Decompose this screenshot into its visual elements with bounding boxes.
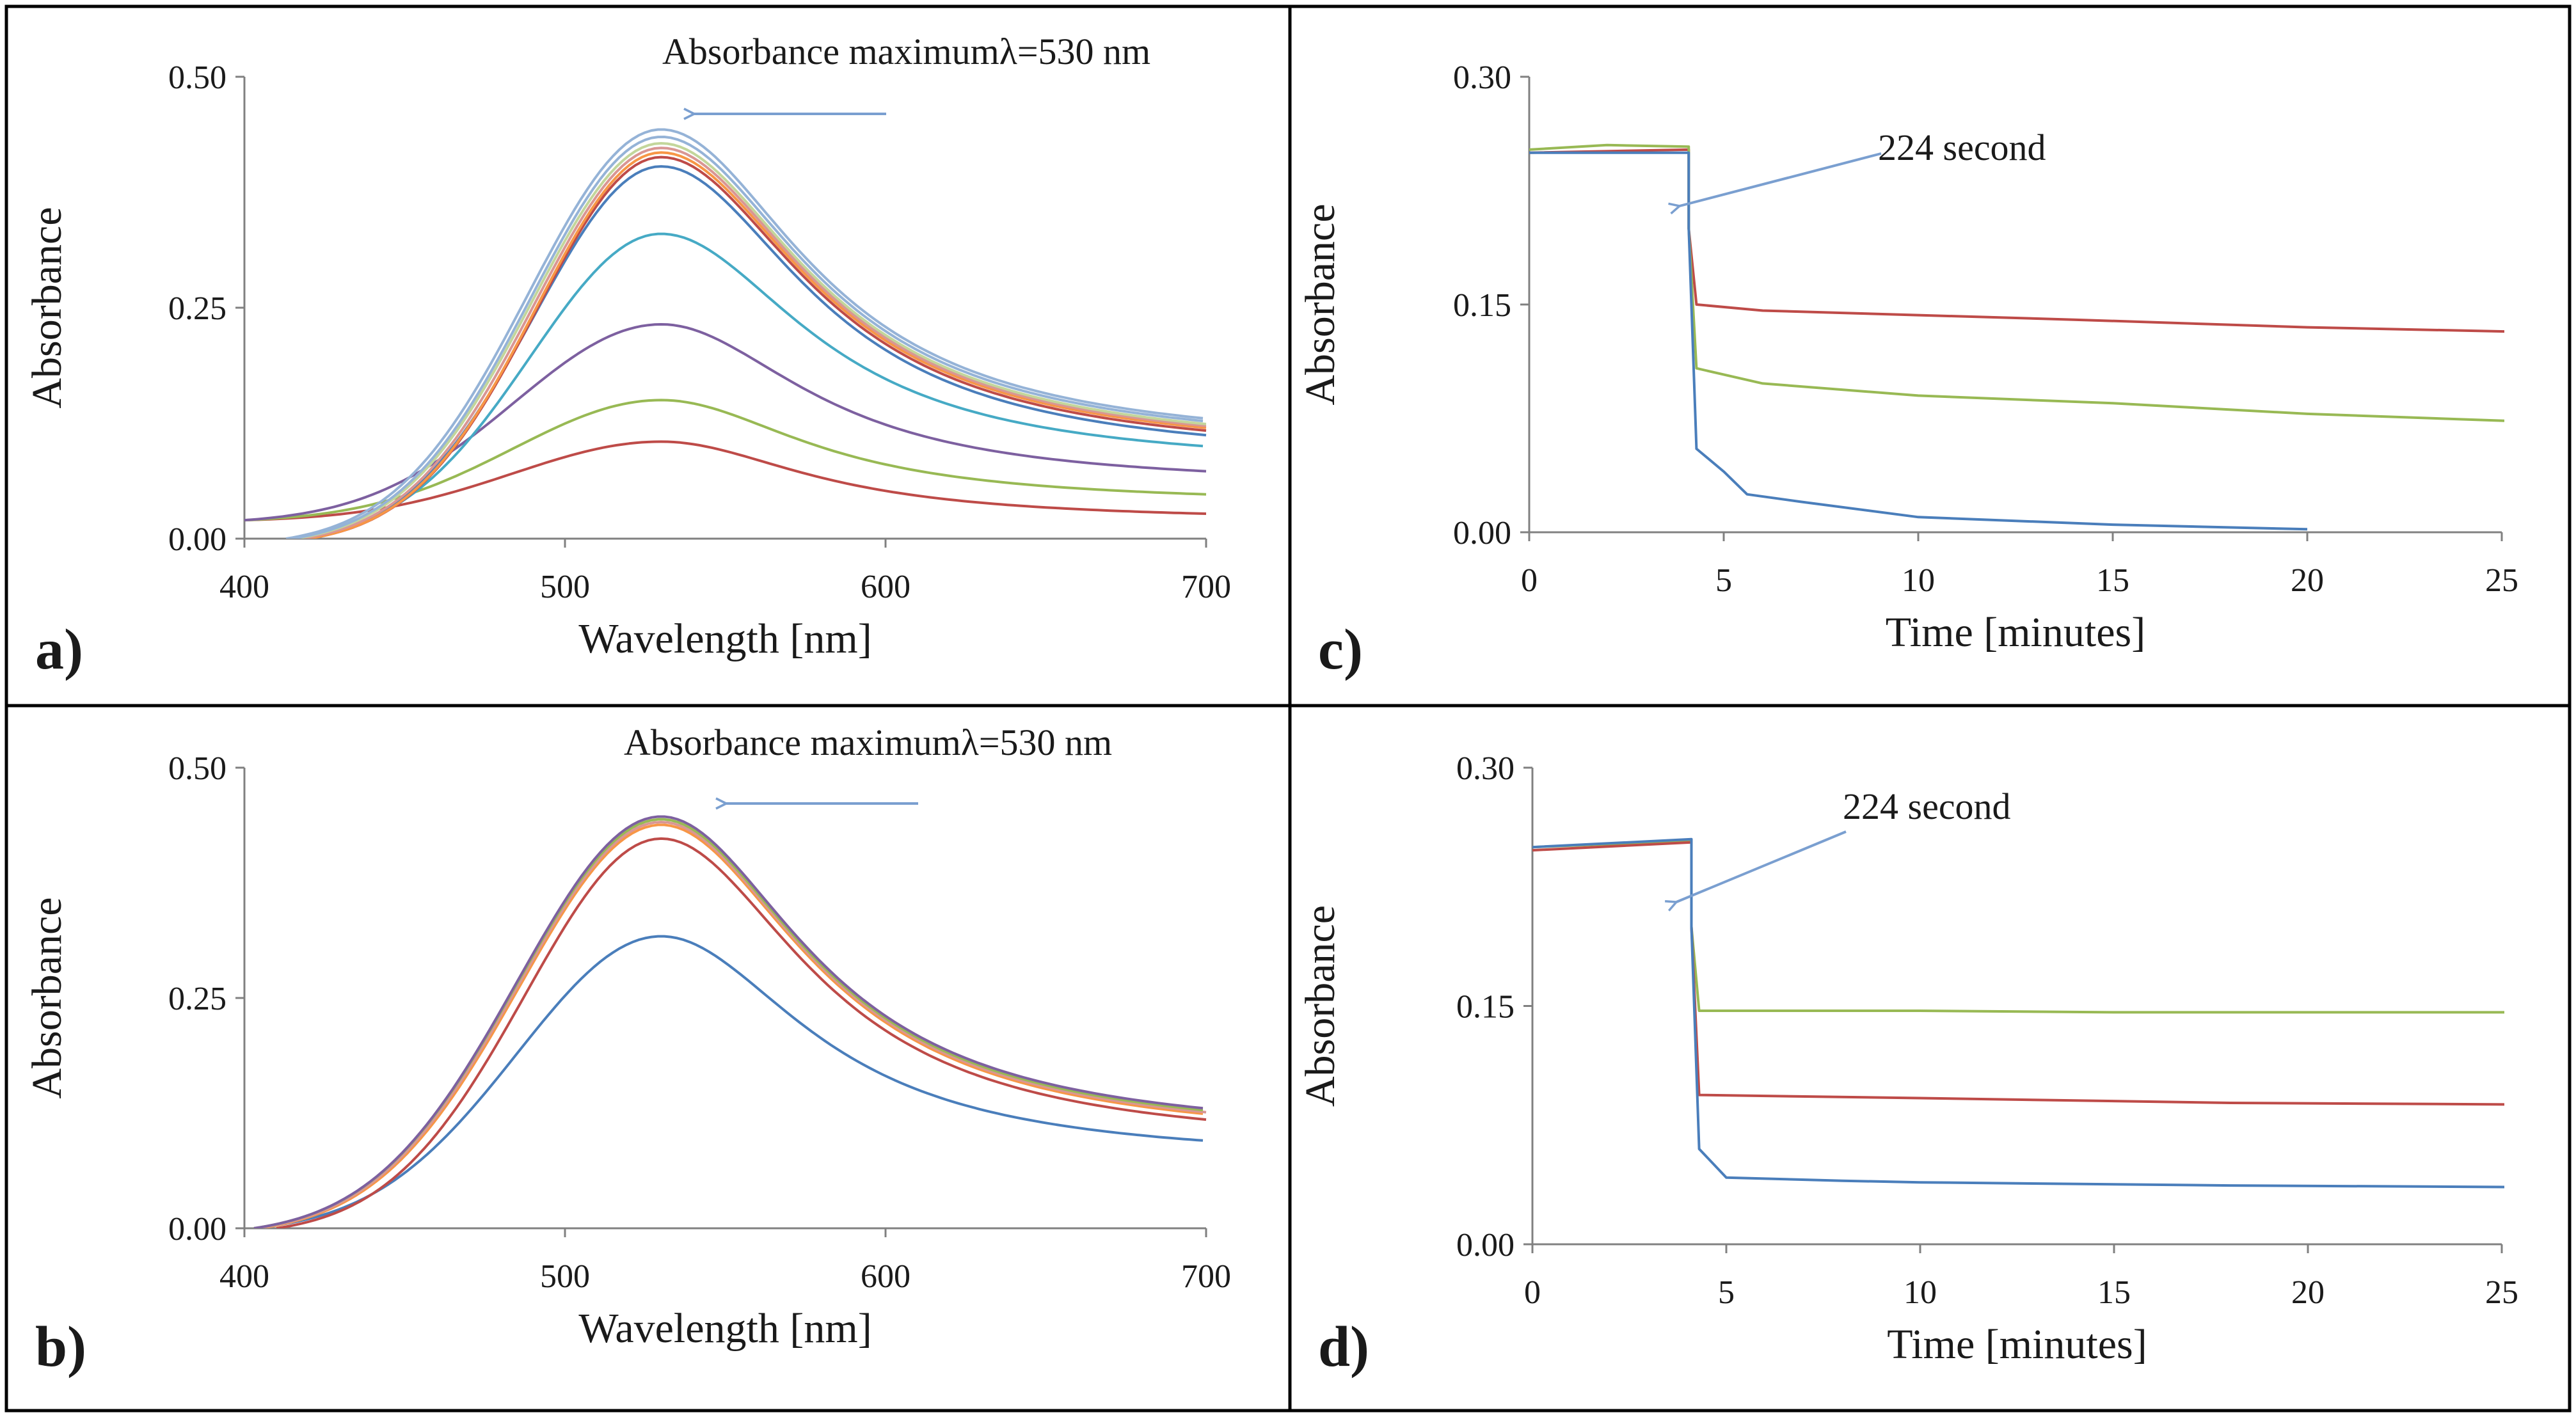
y-axis-title: Absorbance [1297, 905, 1344, 1107]
x-axis-title: Wavelength [nm] [578, 1305, 871, 1352]
series-line-s1 [253, 935, 1204, 1228]
x-tick-label: 700 [1181, 1258, 1231, 1295]
x-tick-label: 0 [1524, 1274, 1541, 1311]
y-tick-label: 0.50 [168, 59, 227, 96]
panel-label: c) [1318, 618, 1363, 681]
x-tick-label: 400 [219, 1258, 269, 1295]
chart-panel-b: 0.00 0.25 0.50 400 500 600 700 Wavelength [nm] A… [24, 722, 1231, 1379]
series-line-s4 [292, 232, 1204, 539]
series-group [244, 128, 1207, 539]
chart-panel-a: 0.00 0.25 0.50 400 500 600 700 Wavelength [nm] A… [24, 31, 1231, 681]
annotation-arrow [1676, 830, 1847, 902]
chart-panel-d: 0.00 0.15 0.30 0 5 10 15 20 25 Time [minutes] Abso… [1297, 750, 2518, 1379]
panel-label: a) [35, 618, 83, 681]
annotation-text: 224 second [1878, 127, 2046, 168]
x-axis-title: Time [minutes] [1886, 609, 2145, 656]
y-tick-label: 0.50 [168, 750, 227, 787]
annotation-text: Absorbance maximumλ=530 nm [624, 722, 1112, 763]
panel-label: b) [35, 1315, 86, 1379]
series-line-s3 [260, 823, 1204, 1228]
x-tick-label: 5 [1718, 1274, 1735, 1311]
y-tick-label: 0.25 [168, 290, 227, 327]
series-line-s7 [308, 151, 1207, 539]
series-line-s2 [276, 837, 1207, 1228]
x-tick-label: 25 [2485, 562, 2518, 599]
x-tick-label: 500 [540, 569, 590, 605]
panel-label: d) [1318, 1315, 1369, 1379]
series-line-blue [1532, 837, 2504, 1189]
annotation-text: Absorbance maximumλ=530 nm [662, 31, 1150, 72]
y-tick-label: 0.25 [168, 981, 227, 1017]
x-tick-label: 700 [1181, 569, 1231, 605]
series-line-s8 [301, 146, 1207, 539]
x-tick-label: 600 [861, 569, 910, 605]
y-tick-label: 0.15 [1453, 287, 1511, 324]
series-line-s3 [244, 323, 1207, 522]
series-line-s9 [295, 142, 1207, 539]
x-tick-label: 15 [2096, 562, 2129, 599]
x-tick-label: 15 [2097, 1274, 2131, 1311]
annotation-text: 224 second [1843, 786, 2011, 827]
x-tick-label: 600 [861, 1258, 910, 1295]
outer-border [4, 4, 2572, 1413]
series-group [1532, 837, 2504, 1189]
series-group [253, 815, 1207, 1228]
annotation-arrow [1680, 152, 1882, 206]
y-tick-label: 0.15 [1456, 989, 1515, 1025]
y-axis-title: Absorbance [24, 897, 70, 1098]
x-tick-label: 5 [1715, 562, 1732, 599]
y-tick-label: 0.00 [1456, 1227, 1515, 1263]
x-tick-label: 20 [2291, 1274, 2325, 1311]
series-line-s4 [257, 821, 1207, 1228]
y-axis-title: Absorbance [1297, 203, 1344, 405]
series-line-blue [1529, 151, 2308, 531]
series-line-s11 [285, 128, 1204, 539]
x-tick-label: 0 [1521, 562, 1538, 599]
x-tick-label: 25 [2485, 1274, 2518, 1311]
y-tick-label: 0.00 [1453, 515, 1511, 551]
series-line-s1 [244, 440, 1207, 522]
series-group [1529, 143, 2504, 531]
y-tick-label: 0.00 [168, 521, 227, 558]
series-line-green [1529, 143, 2504, 422]
x-tick-label: 20 [2291, 562, 2324, 599]
y-tick-label: 0.30 [1456, 750, 1515, 787]
x-axis-title: Time [minutes] [1887, 1321, 2147, 1368]
chart-panel-c: 0.00 0.15 0.30 0 5 10 15 20 25 Time [minutes] Abso… [1297, 59, 2518, 681]
x-tick-label: 500 [540, 1258, 590, 1295]
x-tick-label: 400 [219, 569, 269, 605]
series-line-s10 [292, 136, 1204, 539]
figure-frame [4, 4, 2572, 1413]
series-line-s6 [253, 815, 1204, 1228]
y-tick-label: 0.00 [168, 1211, 227, 1247]
x-axis-title: Wavelength [nm] [578, 615, 871, 662]
y-tick-label: 0.30 [1453, 59, 1511, 96]
x-tick-label: 10 [1902, 562, 1935, 599]
x-tick-label: 10 [1904, 1274, 1937, 1311]
y-axis-title: Absorbance [24, 207, 70, 408]
